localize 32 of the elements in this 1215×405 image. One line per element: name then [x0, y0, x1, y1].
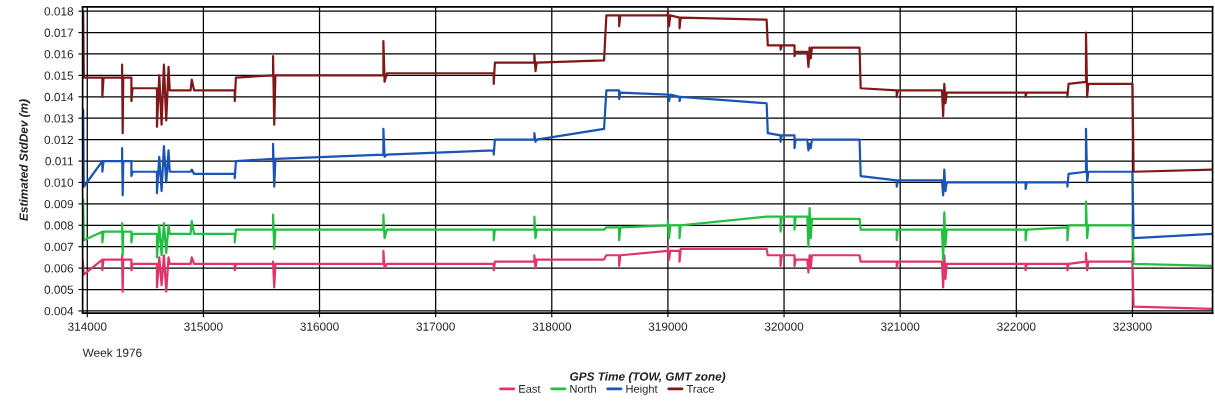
x-tick-label: 316000	[300, 322, 339, 331]
y-tick-label: 0.005	[44, 285, 74, 294]
x-axis-title: GPS Time (TOW, GMT zone)	[570, 371, 726, 383]
y-tick-label: 0.004	[44, 306, 74, 316]
x-tick-label: 317000	[416, 322, 455, 331]
y-tick-label: 0.016	[44, 50, 74, 59]
y-tick-label: 0.006	[44, 264, 74, 273]
x-tick-label: 321000	[880, 322, 920, 331]
x-tick-label: 322000	[997, 322, 1036, 331]
y-tick-label: 0.011	[45, 157, 74, 166]
x-tick-label: 318000	[532, 322, 572, 331]
x-tick-label: 315000	[184, 322, 223, 331]
y-tick-label: 0.008	[44, 221, 74, 230]
x-tick-label: 319000	[648, 322, 688, 331]
text: Week 1976	[82, 348, 142, 357]
y-tick-label: 0.014	[44, 92, 74, 102]
x-tick-label: 323000	[1113, 322, 1152, 331]
legend-label: East	[519, 385, 541, 393]
y-axis-title: Estimated StdDev (m)	[19, 99, 31, 221]
legend-label: Trace	[686, 385, 714, 393]
legend-label: Height	[626, 384, 658, 395]
y-tick-label: 0.007	[44, 242, 73, 252]
y-tick-label: 0.010	[44, 178, 74, 187]
x-tick-label: 320000	[764, 322, 804, 331]
legend-label: North	[570, 384, 596, 393]
y-tick-label: 0.015	[44, 71, 74, 80]
y-tick-label: 0.017	[44, 28, 73, 37]
y-tick-label: 0.013	[44, 114, 74, 123]
y-tick-label: 0.012	[44, 135, 73, 145]
x-tick-label: 314000	[68, 322, 107, 331]
y-tick-label: 0.009	[44, 199, 74, 209]
y-tick-label: 0.018	[44, 7, 74, 16]
